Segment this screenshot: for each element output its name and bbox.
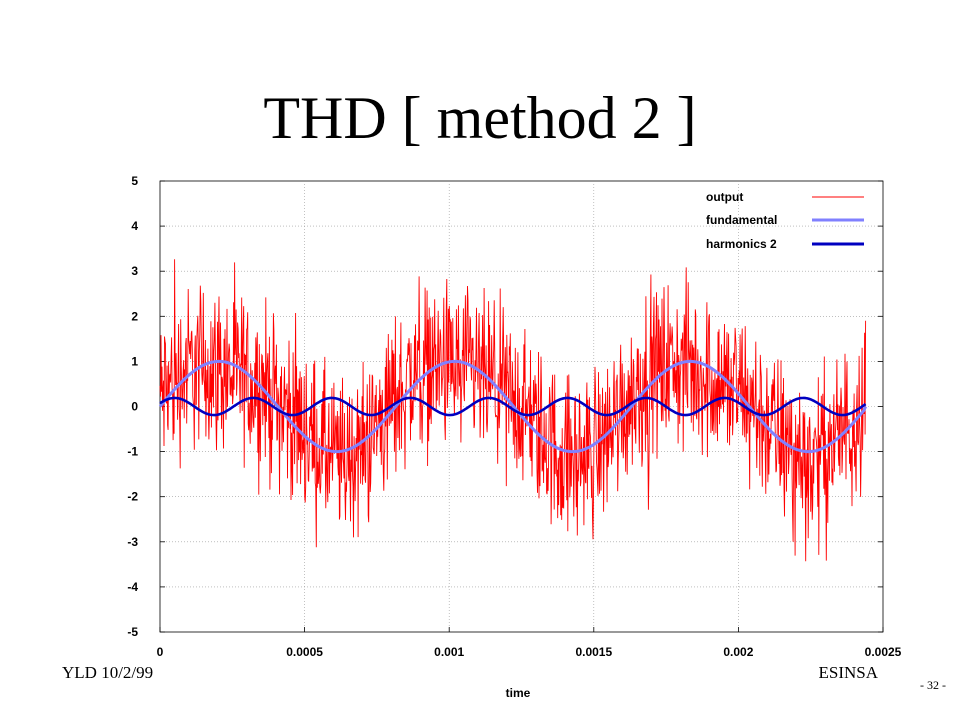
footer-date: YLD 10/2/99: [62, 663, 154, 682]
y-tick-label: 1: [131, 354, 138, 368]
y-tick-label: -3: [127, 535, 138, 549]
x-axis-title: time: [506, 686, 531, 700]
x-tick-label: 0: [157, 645, 164, 659]
legend-label-harmonics-2: harmonics 2: [706, 237, 777, 251]
axis-ticks: 0 0.0005 0.001 0.0015 0.002 0.0025 5 4 3 2 1 0 -1 -2 -…: [127, 174, 901, 659]
legend-label-output: output: [706, 190, 743, 204]
footer-org: ESINSA: [818, 663, 878, 682]
legend: output fundamental harmonics 2: [706, 190, 864, 251]
y-tick-label: 5: [131, 174, 138, 188]
series-output-line: [159, 259, 867, 562]
y-tick-label: 2: [131, 309, 138, 323]
x-tick-label: 0.0015: [575, 645, 612, 659]
y-tick-label: 4: [131, 219, 138, 233]
y-tick-label: 3: [131, 264, 138, 278]
slide-title: THD [ method 2 ]: [263, 85, 697, 151]
series-fundamental-line: [158, 359, 867, 454]
page-number: - 32 -: [920, 678, 946, 692]
x-tick-label: 0.0025: [865, 645, 902, 659]
x-tick-label: 0.001: [434, 645, 464, 659]
series-group: [158, 259, 867, 562]
y-tick-label: -5: [127, 625, 138, 639]
y-tick-label: -4: [127, 580, 138, 594]
y-tick-label: 0: [131, 400, 138, 414]
x-tick-label: 0.0005: [286, 645, 323, 659]
y-tick-label: -2: [127, 490, 138, 504]
series-harmonics-2-line: [159, 396, 867, 417]
y-tick-label: -1: [127, 445, 138, 459]
legend-label-fundamental: fundamental: [706, 213, 777, 227]
x-tick-label: 0.002: [723, 645, 753, 659]
